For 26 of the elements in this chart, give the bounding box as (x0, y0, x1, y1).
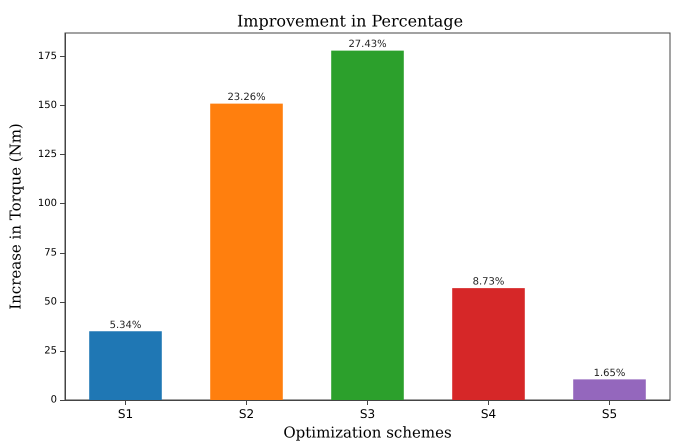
y-tick-label: 150 (38, 100, 57, 112)
x-tick-label: S3 (360, 407, 376, 421)
y-tick-label: 125 (38, 149, 57, 160)
bar (210, 104, 283, 400)
bar (573, 379, 646, 400)
y-axis-title: Increase in Torque (Nm) (6, 123, 24, 310)
chart-title: Improvement in Percentage (236, 12, 464, 30)
annotation: 27.43% (348, 39, 387, 50)
bar (452, 288, 525, 400)
annotation: 5.34% (110, 320, 142, 331)
annotation: 8.73% (472, 276, 504, 288)
x-axis-title: Optimization schemes (283, 424, 452, 442)
x-tick-label: S1 (118, 407, 134, 421)
y-tick-label: 50 (44, 296, 57, 308)
x-tick-label: S4 (480, 407, 496, 421)
annotation: 23.26% (227, 92, 266, 104)
y-tick-label: 75 (44, 247, 57, 258)
y-tick-label: 25 (44, 345, 57, 356)
y-tick-label: 175 (38, 51, 57, 62)
annotation: 1.65% (594, 368, 626, 379)
bar (89, 331, 162, 400)
x-tick-label: S5 (602, 407, 618, 421)
y-tick-label: 0 (50, 394, 57, 406)
x-tick-label: S2 (238, 407, 254, 421)
bar (331, 50, 404, 400)
y-tick-label: 100 (38, 198, 57, 210)
